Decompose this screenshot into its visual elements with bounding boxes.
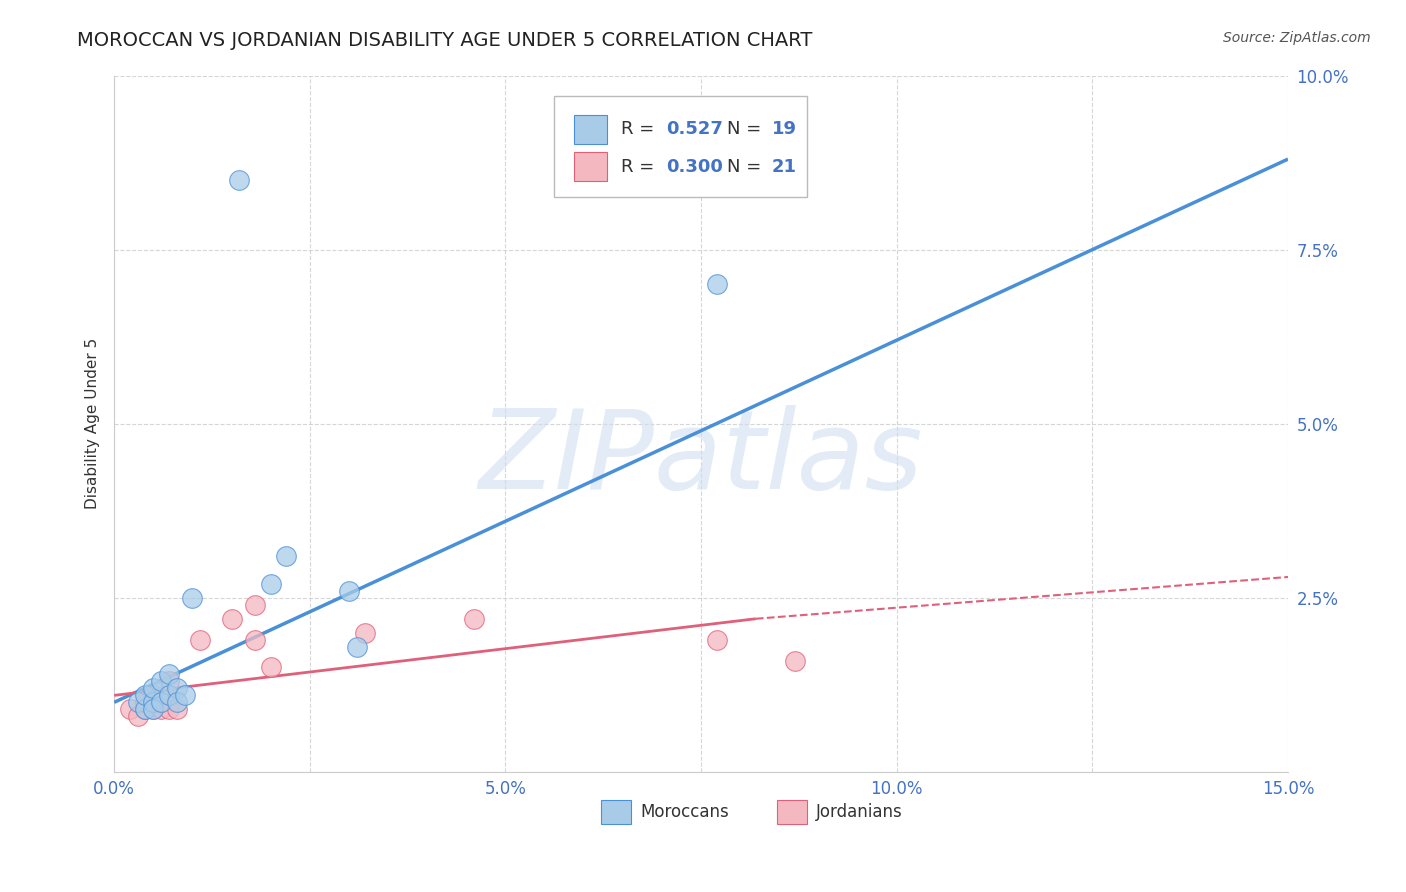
- Point: [166, 695, 188, 709]
- FancyBboxPatch shape: [574, 114, 607, 144]
- FancyBboxPatch shape: [602, 800, 631, 824]
- Point: [166, 681, 188, 696]
- Point: [118, 702, 141, 716]
- Point: [150, 702, 173, 716]
- Text: Source: ZipAtlas.com: Source: ZipAtlas.com: [1223, 31, 1371, 45]
- Point: [142, 695, 165, 709]
- Point: [150, 674, 173, 689]
- Point: [243, 632, 266, 647]
- Point: [463, 612, 485, 626]
- Point: [157, 689, 180, 703]
- FancyBboxPatch shape: [554, 96, 807, 197]
- Point: [353, 625, 375, 640]
- Point: [127, 695, 149, 709]
- Text: Moroccans: Moroccans: [640, 803, 728, 821]
- Text: 0.527: 0.527: [666, 120, 723, 138]
- Point: [181, 591, 204, 605]
- Text: R =: R =: [621, 158, 661, 176]
- Text: 0.300: 0.300: [666, 158, 723, 176]
- Point: [221, 612, 243, 626]
- Text: MOROCCAN VS JORDANIAN DISABILITY AGE UNDER 5 CORRELATION CHART: MOROCCAN VS JORDANIAN DISABILITY AGE UND…: [77, 31, 813, 50]
- Point: [157, 689, 180, 703]
- Text: 21: 21: [772, 158, 797, 176]
- Point: [157, 674, 180, 689]
- Point: [157, 667, 180, 681]
- Text: Jordanians: Jordanians: [815, 803, 903, 821]
- Point: [260, 577, 283, 591]
- Point: [337, 583, 360, 598]
- Point: [134, 695, 156, 709]
- Point: [142, 689, 165, 703]
- Point: [260, 660, 283, 674]
- Text: R =: R =: [621, 120, 661, 138]
- Text: N =: N =: [727, 158, 766, 176]
- Point: [228, 173, 250, 187]
- Point: [706, 632, 728, 647]
- Point: [276, 549, 298, 563]
- Point: [134, 689, 156, 703]
- Point: [134, 702, 156, 716]
- Point: [127, 709, 149, 723]
- Point: [134, 702, 156, 716]
- Point: [188, 632, 211, 647]
- Y-axis label: Disability Age Under 5: Disability Age Under 5: [86, 338, 100, 509]
- Point: [150, 695, 173, 709]
- Point: [173, 689, 195, 703]
- Point: [783, 654, 806, 668]
- Point: [706, 277, 728, 292]
- Point: [157, 702, 180, 716]
- Point: [166, 702, 188, 716]
- FancyBboxPatch shape: [778, 800, 807, 824]
- Text: N =: N =: [727, 120, 766, 138]
- Point: [142, 681, 165, 696]
- FancyBboxPatch shape: [574, 153, 607, 181]
- Point: [346, 640, 368, 654]
- Point: [243, 598, 266, 612]
- Point: [150, 695, 173, 709]
- Text: ZIPatlas: ZIPatlas: [479, 405, 924, 512]
- Point: [142, 702, 165, 716]
- Text: 19: 19: [772, 120, 797, 138]
- Point: [142, 702, 165, 716]
